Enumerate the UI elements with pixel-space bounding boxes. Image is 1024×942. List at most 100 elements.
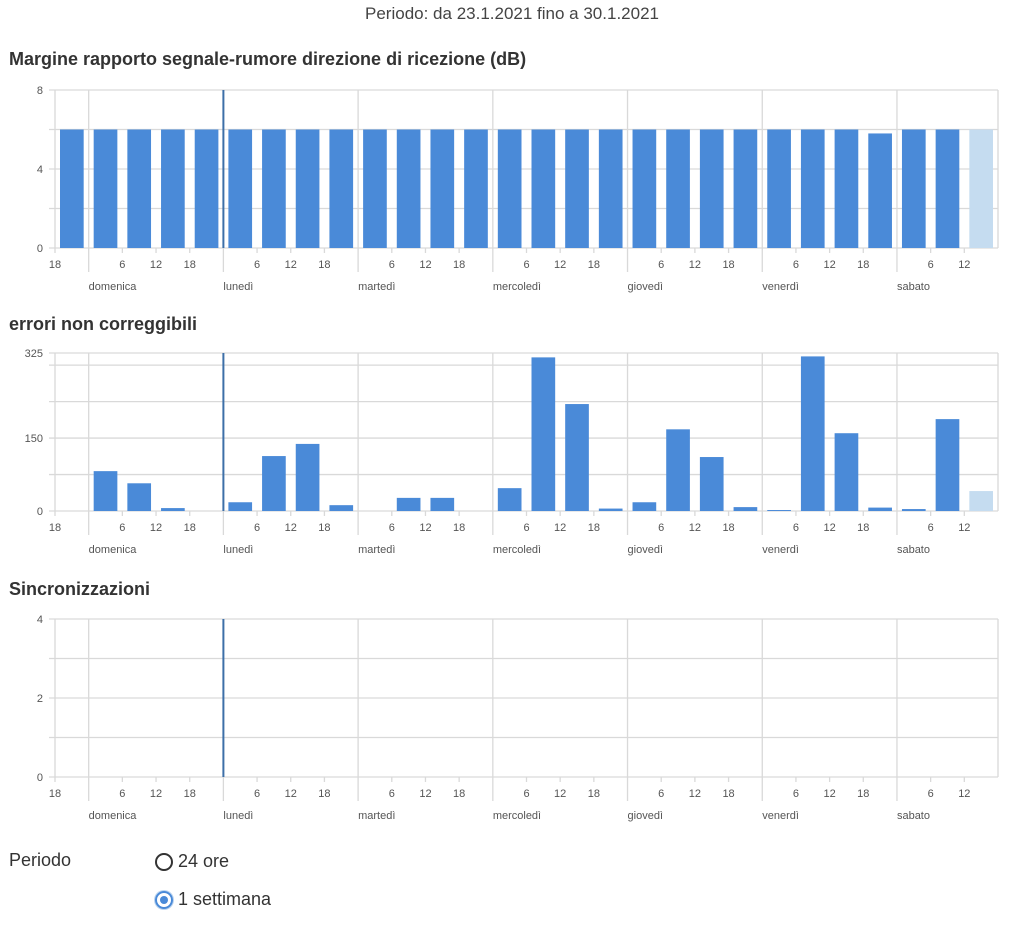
bar — [834, 129, 859, 248]
y-tick-label: 0 — [37, 243, 43, 255]
x-tick-label: 12 — [823, 788, 835, 800]
bar — [161, 508, 185, 511]
x-tick-label: 18 — [49, 259, 61, 271]
day-label: sabato — [897, 810, 930, 822]
bar — [93, 129, 118, 248]
day-label: martedì — [358, 810, 395, 822]
bar — [935, 129, 960, 248]
bar — [565, 404, 589, 511]
bar — [800, 129, 825, 248]
x-tick-label: 12 — [689, 522, 701, 534]
x-tick-label: 18 — [857, 788, 869, 800]
radio-1-week[interactable]: 1 settimana — [155, 889, 271, 910]
x-tick-label: 6 — [928, 522, 934, 534]
x-tick-label: 12 — [285, 522, 297, 534]
bar — [767, 510, 791, 511]
y-tick-label: 0 — [37, 772, 43, 784]
x-tick-label: 18 — [588, 522, 600, 534]
bar — [396, 129, 421, 248]
x-tick-label: 18 — [857, 259, 869, 271]
x-tick-label: 18 — [588, 788, 600, 800]
period-selector-label: Periodo — [9, 850, 72, 870]
x-tick-label: 12 — [554, 522, 566, 534]
day-label: giovedì — [628, 281, 663, 293]
snr-margin-chart: 0 4 8 18 6 12 18 6 12 18 6 12 18 6 12 18 6 12 18 6 12 18 6 12 do… — [37, 85, 999, 293]
day-label: lunedì — [223, 544, 253, 556]
day-label: lunedì — [223, 810, 253, 822]
x-tick-label: 6 — [658, 522, 664, 534]
bar — [295, 443, 320, 511]
x-tick-label: 18 — [318, 259, 330, 271]
x-tick-label: 6 — [523, 522, 529, 534]
bar — [531, 357, 556, 511]
bar — [363, 129, 387, 248]
radio-circle-icon[interactable] — [155, 890, 173, 909]
x-tick-label: 12 — [150, 522, 162, 534]
bar — [396, 497, 421, 511]
day-label: venerdì — [762, 544, 799, 556]
bar — [329, 505, 354, 511]
day-label: giovedì — [628, 544, 663, 556]
day-label: mercoledì — [493, 544, 541, 556]
day-label: sabato — [897, 281, 930, 293]
bar — [733, 129, 758, 248]
x-tick-label: 12 — [958, 788, 970, 800]
x-tick-label: 6 — [658, 788, 664, 800]
y-tick-label: 2 — [37, 693, 43, 705]
day-label: giovedì — [628, 810, 663, 822]
x-tick-label: 12 — [419, 788, 431, 800]
bar — [800, 356, 825, 511]
x-tick-label: 18 — [49, 788, 61, 800]
x-tick-label: 12 — [419, 522, 431, 534]
bar — [430, 129, 455, 248]
bar — [228, 502, 253, 511]
bar — [598, 508, 623, 511]
uncorrectable-errors-chart: 0 150 325 18 6 12 18 6 12 18 6 12 18 6 12 18 6 12 18 6 12 18 6… — [25, 348, 999, 556]
radio-label-1-week: 1 settimana — [178, 889, 272, 909]
bar — [531, 129, 556, 248]
x-tick-label: 18 — [722, 788, 734, 800]
x-tick-label: 6 — [793, 259, 799, 271]
x-tick-label: 6 — [523, 259, 529, 271]
period-range-title: Periodo: da 23.1.2021 fino a 30.1.2021 — [365, 4, 659, 23]
bar — [632, 502, 657, 511]
x-tick-label: 12 — [150, 259, 162, 271]
radio-circle-icon[interactable] — [155, 852, 173, 871]
chart-title-uncorrectable-errors: errori non correggibili — [9, 314, 198, 334]
day-label: sabato — [897, 544, 930, 556]
x-tick-label: 6 — [928, 788, 934, 800]
bar — [194, 129, 219, 248]
x-tick-label: 12 — [150, 788, 162, 800]
bar — [699, 129, 724, 248]
y-tick-label: 150 — [25, 433, 43, 445]
synchronizations-chart: 0 2 4 18 6 12 18 6 12 18 6 12 18 6 12 18 6 12 18 6 12 18 6 12 do… — [37, 614, 999, 822]
x-tick-label: 12 — [285, 259, 297, 271]
radio-24-hours[interactable]: 24 ore — [155, 851, 229, 872]
bar — [733, 507, 758, 511]
x-tick-label: 18 — [588, 259, 600, 271]
bar — [93, 471, 118, 511]
x-tick-label: 6 — [119, 522, 125, 534]
day-label: venerdì — [762, 281, 799, 293]
bar — [497, 488, 522, 511]
x-tick-label: 12 — [823, 522, 835, 534]
y-tick-label: 4 — [37, 614, 43, 626]
x-tick-label: 18 — [722, 522, 734, 534]
x-tick-label: 6 — [119, 259, 125, 271]
x-tick-label: 18 — [318, 522, 330, 534]
x-tick-label: 12 — [285, 788, 297, 800]
y-tick-label: 0 — [37, 506, 43, 518]
bar — [767, 129, 791, 248]
bar — [666, 129, 690, 248]
bar — [228, 129, 253, 248]
x-tick-label: 12 — [689, 788, 701, 800]
day-label: domenica — [89, 281, 138, 293]
bar — [161, 129, 185, 248]
x-tick-label: 6 — [793, 522, 799, 534]
y-tick-label: 325 — [25, 348, 43, 360]
y-tick-label: 4 — [37, 164, 43, 176]
bar — [935, 419, 960, 511]
day-label: lunedì — [223, 281, 253, 293]
x-tick-label: 6 — [254, 788, 260, 800]
day-label: mercoledì — [493, 281, 541, 293]
